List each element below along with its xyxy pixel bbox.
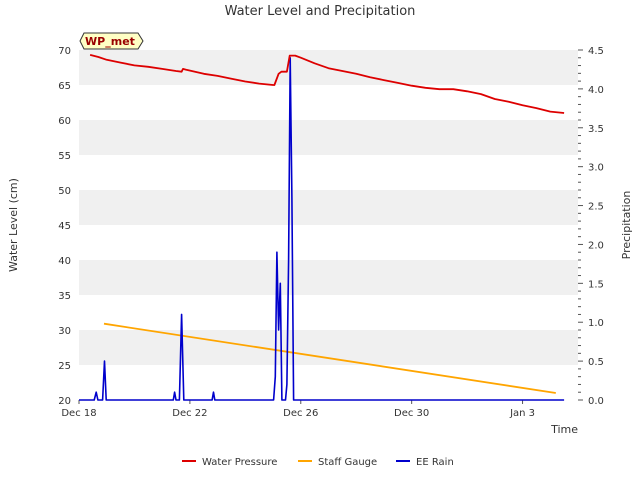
series-line-water-pressure [89,54,565,114]
y2-tick-label: 3.5 [588,124,604,135]
chart-title: Water Level and Precipitation [225,4,416,19]
grid-band [79,155,578,190]
x-tick-label: Dec 18 [61,408,96,419]
grid-band [79,190,578,225]
y2-tick-label: 4.5 [588,46,604,57]
y2-tick-label: 3.0 [588,163,604,174]
legend-label: Water Pressure [202,457,277,468]
y-tick-label: 45 [58,221,71,232]
y-tick-label: 25 [58,361,71,372]
series-line-ee-rain [79,56,565,401]
series-line-staff-gauge [103,322,556,394]
y2-tick-label: 2.0 [588,240,604,251]
y-tick-label: 65 [58,81,71,92]
x-axis: Dec 18 Dec 22 Dec 26 Dec 30 Jan 3 [61,400,535,419]
series-layer [79,54,565,401]
y-tick-label: 60 [58,116,71,127]
y2-axis: 0.0 0.5 1.0 1.5 2.0 2.5 3.0 3.5 4.0 4.5 [578,46,604,407]
x-tick-label: Dec 22 [172,408,207,419]
y-tick-label: 20 [58,396,71,407]
grid-band [79,365,578,400]
station-badge-box [79,32,144,50]
plot-bands [79,50,578,400]
y-tick-label: 55 [58,151,71,162]
station-badge: WP_met [79,32,144,50]
x-tick-label: Dec 30 [394,408,429,419]
y-tick-label: 70 [58,46,71,57]
y2-axis-label: Precipitation [620,191,633,260]
y2-tick-label: 2.5 [588,202,604,213]
station-badge-label: WP_met [85,35,135,48]
legend: Water Pressure Staff Gauge EE Rain [182,457,454,468]
grid-band [79,85,578,120]
x-axis-label: Time [550,423,578,436]
grid-band [79,120,578,155]
y2-tick-label: 0.5 [588,357,604,368]
legend-label: Staff Gauge [318,457,377,468]
grid-band [79,330,578,365]
y-tick-label: 50 [58,186,71,197]
y-axis: 20 25 30 35 40 45 50 55 60 65 70 [58,46,71,407]
y-tick-label: 35 [58,291,71,302]
y2-tick-label: 1.0 [588,318,604,329]
grid-band [79,260,578,295]
y-tick-label: 40 [58,256,71,267]
y2-tick-label: 0.0 [588,396,604,407]
x-tick-label: Jan 3 [509,408,535,419]
y-axis-label: Water Level (cm) [7,178,20,272]
grid-band [79,295,578,330]
y2-tick-label: 4.0 [588,85,604,96]
legend-label: EE Rain [416,457,454,468]
y-tick-label: 30 [58,326,71,337]
x-tick-label: Dec 26 [283,408,318,419]
grid-band [79,225,578,260]
y2-tick-label: 1.5 [588,279,604,290]
